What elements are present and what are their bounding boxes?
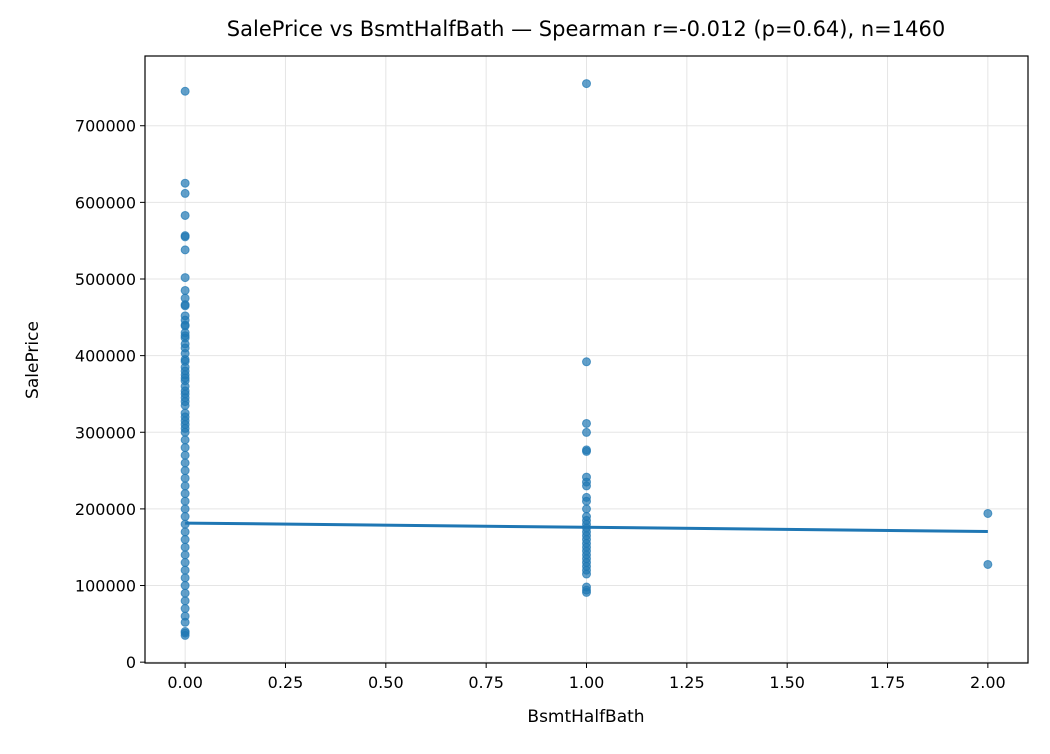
x-tick-label: 1.25 (669, 673, 705, 692)
point (180, 630, 190, 640)
point (983, 508, 993, 518)
y-tick-label: 500000 (75, 270, 136, 289)
point (582, 79, 591, 89)
point (180, 178, 190, 188)
point (180, 604, 190, 614)
point (180, 581, 190, 591)
point (180, 400, 190, 410)
point (180, 473, 190, 483)
y-tick-label: 200000 (75, 500, 136, 519)
point (180, 565, 190, 575)
point (180, 210, 190, 220)
point (180, 596, 190, 606)
y-tick-label: 400000 (75, 347, 136, 366)
point (180, 573, 190, 583)
point (180, 443, 190, 453)
y-tick-label: 700000 (75, 117, 136, 136)
point (180, 466, 190, 476)
y-axis-label: SalePrice (23, 321, 43, 399)
point (582, 481, 591, 491)
point (180, 504, 190, 514)
point (180, 550, 190, 560)
point (582, 569, 591, 579)
point (582, 427, 591, 437)
point (180, 450, 190, 460)
point (180, 527, 190, 537)
point (582, 357, 591, 367)
point (180, 481, 190, 491)
x-tick-label: 1.75 (870, 673, 906, 692)
x-tick-label: 0.00 (167, 673, 203, 692)
point (180, 535, 190, 545)
point (180, 512, 190, 522)
point (180, 427, 190, 437)
point (180, 588, 190, 598)
y-tick-label: 600000 (75, 193, 136, 212)
point (180, 245, 190, 255)
point (582, 587, 591, 597)
point (180, 285, 190, 295)
point (180, 542, 190, 552)
y-tick-label: 300000 (75, 423, 136, 442)
y-tick-label: 100000 (75, 577, 136, 596)
x-tick-label: 0.50 (368, 673, 404, 692)
point (180, 86, 190, 96)
point (180, 558, 190, 568)
chart-title: SalePrice vs BsmtHalfBath — Spearman r=-… (227, 17, 945, 41)
x-tick-label: 0.25 (268, 673, 304, 692)
point (983, 559, 993, 569)
point (180, 232, 190, 242)
x-tick-label: 1.50 (769, 673, 805, 692)
point (582, 504, 591, 514)
x-tick-label: 2.00 (970, 673, 1006, 692)
x-tick-label: 0.75 (468, 673, 504, 692)
point (180, 458, 190, 468)
point (180, 496, 190, 506)
point (180, 435, 190, 445)
plot-frame (144, 55, 1029, 664)
fit-line (185, 521, 988, 533)
point (180, 273, 190, 283)
x-axis-label: BsmtHalfBath (527, 707, 644, 727)
point (180, 188, 190, 198)
point (582, 496, 591, 506)
y-tick-label: 0 (126, 653, 136, 672)
point (582, 418, 591, 428)
x-tick-label: 1.00 (569, 673, 605, 692)
point (582, 446, 591, 456)
point (180, 489, 190, 499)
point (180, 301, 190, 311)
point (180, 617, 190, 627)
